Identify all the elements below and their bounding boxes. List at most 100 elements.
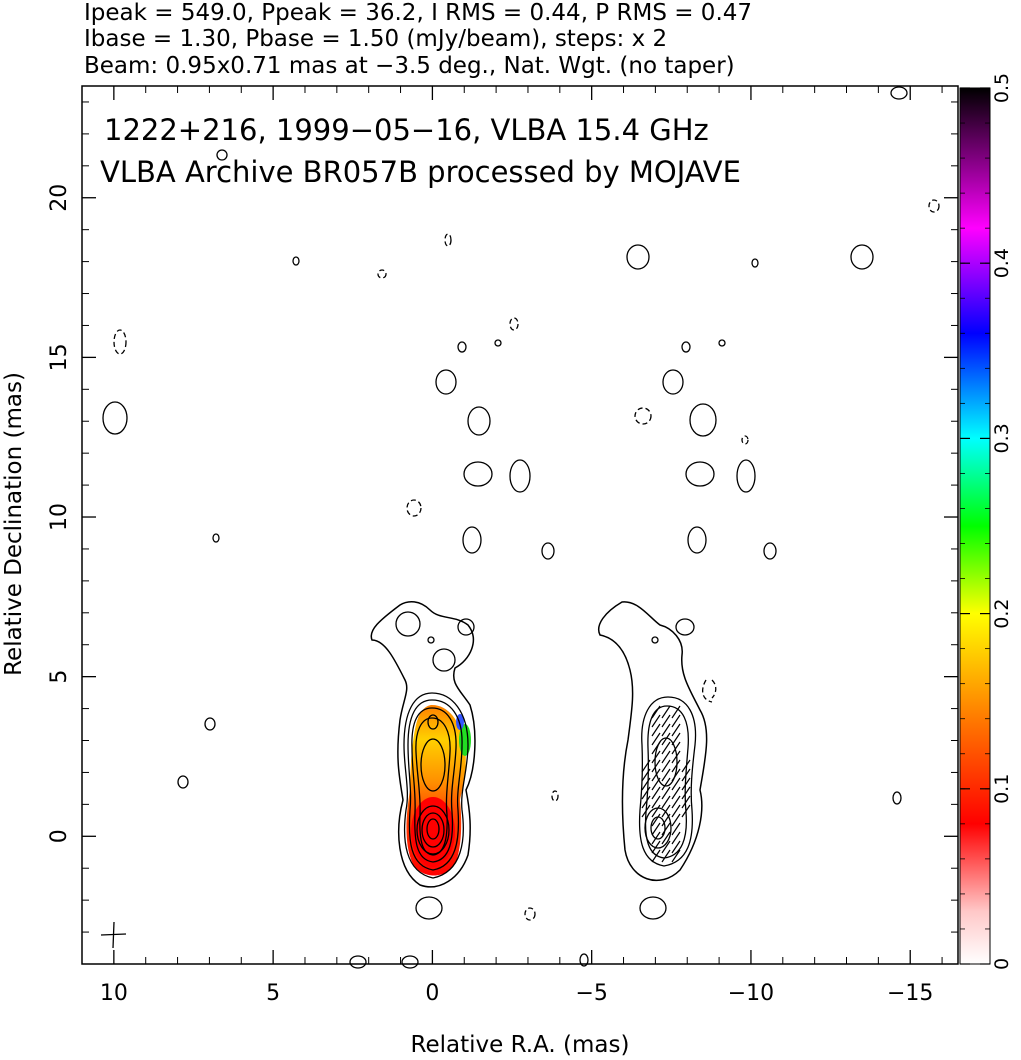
- polarization-vector: [661, 831, 671, 845]
- noise-contour: [890, 86, 908, 100]
- noise-contour-negative: [377, 269, 387, 279]
- noise-contour-negative: [113, 329, 127, 355]
- x-tick-label: −5: [575, 981, 607, 1006]
- jet-contour-2: [403, 692, 469, 879]
- polarization-vector: [651, 795, 661, 809]
- jet-blob-1: [395, 611, 421, 637]
- noise-contour: [292, 256, 300, 266]
- noise-contours: [102, 86, 940, 969]
- pol-dashed-blob: [701, 679, 717, 703]
- polarization-vector: [671, 813, 681, 827]
- jet-envelope-contour: [370, 600, 476, 888]
- polarization-vector: [661, 750, 671, 764]
- jet-contour-core-3: [426, 818, 440, 840]
- polarization-vector: [661, 777, 671, 791]
- polarization-vector: [671, 714, 681, 728]
- jet-blob-2: [432, 648, 456, 672]
- noise-contour: [216, 149, 228, 161]
- noise-contour: [579, 953, 589, 967]
- jet-blob-3: [457, 618, 475, 636]
- header-line-1: Ipeak = 549.0, Ppeak = 36.2, I RMS = 0.4…: [84, 0, 752, 26]
- noise-contour-negative: [634, 407, 652, 425]
- noise-contour: [509, 459, 531, 493]
- noise-contour: [494, 339, 502, 347]
- colorbar-tick-label: 0.4: [991, 248, 1013, 278]
- noise-contour-negative: [524, 907, 536, 921]
- noise-contour: [892, 791, 902, 805]
- polarization-vector: [671, 705, 681, 719]
- polarization-jet: [598, 601, 717, 920]
- polarization-vector: [651, 804, 661, 818]
- polarization-vector: [661, 795, 671, 809]
- jet-contour-3: [407, 699, 463, 871]
- polarization-vector: [641, 786, 651, 800]
- polarization-vector: [651, 705, 661, 719]
- noise-contour: [685, 461, 715, 487]
- noise-contour-negative: [928, 199, 940, 213]
- plot-title: 1222+216, 1999−05−16, VLBA 15.4 GHz: [104, 113, 709, 147]
- polarization-vector: [681, 786, 691, 800]
- polarization-vector: [641, 777, 651, 791]
- colorbar: [959, 87, 991, 965]
- polarization-vector: [661, 714, 671, 728]
- jet-core-fill: [411, 797, 455, 867]
- x-tick-label: 5: [266, 981, 280, 1006]
- beam-marker: [100, 921, 127, 949]
- pol-blob-1: [675, 618, 695, 636]
- polarization-vector: [651, 723, 661, 737]
- noise-contour-negative: [444, 233, 452, 247]
- polarization-vector: [681, 777, 691, 791]
- noise-contour: [102, 401, 128, 435]
- polarization-vector: [681, 804, 691, 818]
- jet-contour-mid: [420, 738, 446, 792]
- x-tick-label: 0: [425, 981, 439, 1006]
- polarization-vector: [671, 840, 681, 854]
- noise-contour: [687, 526, 707, 554]
- jet-contour-core-1: [416, 805, 450, 855]
- y-tick-label: 10: [47, 503, 72, 531]
- polarization-vector: [651, 840, 661, 854]
- noise-contour: [349, 955, 367, 969]
- polarization-vector: [651, 786, 661, 800]
- noise-contour: [401, 955, 419, 969]
- noise-contour-negative: [509, 317, 519, 331]
- polarization-vector: [671, 741, 681, 755]
- polarization-vector: [671, 795, 681, 809]
- colorbar-ticks: 0 0.1 0.2 0.3 0.4 0.5: [960, 73, 1013, 970]
- x-tick-label: −10: [728, 981, 774, 1006]
- noise-contour: [462, 526, 482, 554]
- noise-contour: [689, 403, 717, 437]
- polarization-vector: [681, 795, 691, 809]
- noise-contour: [457, 341, 467, 353]
- polarization-vector: [671, 723, 681, 737]
- noise-contour: [718, 339, 726, 347]
- plot-subtitle: VLBA Archive BR057B processed by MOJAVE: [100, 155, 741, 189]
- polarization-vector: [671, 750, 681, 764]
- jet-blob-below: [415, 896, 443, 920]
- jet-contour-5: [415, 717, 451, 856]
- jet-contour-4: [411, 707, 457, 863]
- noise-contour: [541, 542, 555, 560]
- y-tick-label: 20: [47, 184, 72, 212]
- header-line-3: Beam: 0.95x0.71 mas at −3.5 deg., Nat. W…: [84, 53, 735, 79]
- polarization-vector: [651, 714, 661, 728]
- polarization-vectors: [641, 705, 691, 863]
- noise-contour-negative: [741, 435, 749, 445]
- noise-contour: [763, 542, 777, 560]
- noise-contour: [681, 341, 691, 353]
- polarization-vector: [651, 813, 661, 827]
- polarization-vector: [661, 840, 671, 854]
- x-tick-label: 10: [100, 981, 128, 1006]
- colorbar-tick-label: 0.2: [991, 598, 1013, 628]
- polarization-vector: [661, 804, 671, 818]
- polarization-vector: [651, 777, 661, 791]
- noise-contour: [463, 461, 493, 487]
- polarization-vector: [671, 759, 681, 773]
- polarization-vector: [651, 741, 661, 755]
- polarization-vector: [641, 804, 651, 818]
- header-line-2: Ibase = 1.30, Pbase = 1.50 (mJy/beam), s…: [84, 26, 667, 52]
- colorbar-tick-label: 0.3: [991, 423, 1013, 453]
- noise-contour: [177, 775, 189, 789]
- colorbar-tick-label: 0.5: [991, 73, 1013, 103]
- polarization-vector: [641, 795, 651, 809]
